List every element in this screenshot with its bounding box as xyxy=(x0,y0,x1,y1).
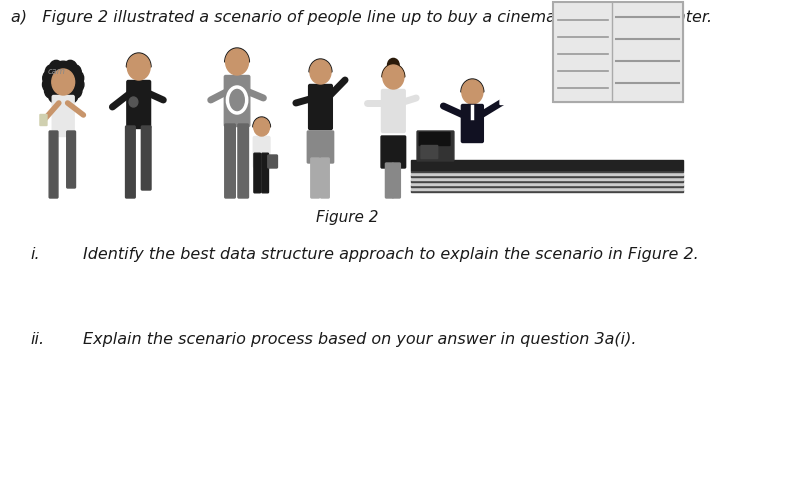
Circle shape xyxy=(129,97,138,107)
Circle shape xyxy=(54,90,67,105)
Circle shape xyxy=(43,77,56,92)
FancyBboxPatch shape xyxy=(253,136,270,167)
FancyBboxPatch shape xyxy=(52,95,74,136)
Wedge shape xyxy=(253,117,270,127)
Bar xyxy=(411,160,683,170)
Circle shape xyxy=(226,49,249,75)
Bar xyxy=(411,184,683,187)
FancyBboxPatch shape xyxy=(462,104,483,143)
Circle shape xyxy=(64,88,78,103)
Circle shape xyxy=(67,64,82,80)
FancyBboxPatch shape xyxy=(309,85,333,129)
FancyBboxPatch shape xyxy=(238,124,249,198)
FancyBboxPatch shape xyxy=(126,126,135,198)
Circle shape xyxy=(128,54,150,80)
Circle shape xyxy=(51,69,74,95)
FancyBboxPatch shape xyxy=(225,124,235,198)
FancyBboxPatch shape xyxy=(321,158,329,198)
Circle shape xyxy=(462,80,483,104)
FancyBboxPatch shape xyxy=(500,93,515,104)
Circle shape xyxy=(49,61,63,76)
Bar xyxy=(553,2,683,102)
Circle shape xyxy=(51,61,76,90)
FancyBboxPatch shape xyxy=(262,153,268,193)
FancyBboxPatch shape xyxy=(67,131,75,188)
FancyBboxPatch shape xyxy=(419,132,450,146)
Circle shape xyxy=(70,70,84,86)
Circle shape xyxy=(310,60,331,84)
Bar xyxy=(411,189,683,192)
FancyBboxPatch shape xyxy=(40,115,47,125)
FancyBboxPatch shape xyxy=(268,155,277,168)
FancyBboxPatch shape xyxy=(307,131,333,163)
Bar xyxy=(411,170,683,172)
Bar xyxy=(611,2,612,102)
Text: Figure 2: Figure 2 xyxy=(317,210,379,225)
Bar xyxy=(411,175,683,177)
Bar xyxy=(411,172,683,175)
Circle shape xyxy=(43,70,56,86)
Text: cam: cam xyxy=(48,67,65,76)
Circle shape xyxy=(253,118,269,136)
Wedge shape xyxy=(309,59,332,72)
Circle shape xyxy=(48,88,62,103)
Circle shape xyxy=(68,83,82,98)
FancyBboxPatch shape xyxy=(49,131,58,198)
Wedge shape xyxy=(225,48,249,62)
Wedge shape xyxy=(382,64,405,77)
Wedge shape xyxy=(127,53,151,67)
FancyBboxPatch shape xyxy=(417,131,454,161)
FancyBboxPatch shape xyxy=(254,153,261,193)
Bar xyxy=(411,187,683,189)
FancyBboxPatch shape xyxy=(421,146,438,158)
FancyBboxPatch shape xyxy=(386,163,394,198)
Text: i.: i. xyxy=(31,247,40,262)
Wedge shape xyxy=(461,79,484,92)
Bar xyxy=(411,182,683,184)
FancyBboxPatch shape xyxy=(224,75,249,126)
Text: Identify the best data structure approach to explain the scenario in Figure 2.: Identify the best data structure approac… xyxy=(83,247,699,262)
FancyBboxPatch shape xyxy=(141,126,151,190)
Bar xyxy=(411,180,683,182)
Text: Explain the scenario process based on your answer in question 3a(i).: Explain the scenario process based on yo… xyxy=(83,332,637,347)
Circle shape xyxy=(70,77,84,92)
FancyBboxPatch shape xyxy=(310,158,320,198)
Bar xyxy=(553,2,683,102)
FancyBboxPatch shape xyxy=(382,90,406,132)
Circle shape xyxy=(383,65,404,89)
FancyBboxPatch shape xyxy=(393,163,401,198)
FancyBboxPatch shape xyxy=(381,136,406,168)
Circle shape xyxy=(44,83,58,98)
Circle shape xyxy=(387,59,399,72)
Text: ii.: ii. xyxy=(31,332,45,347)
Bar xyxy=(411,177,683,180)
FancyBboxPatch shape xyxy=(127,81,150,128)
Text: a)   Figure 2 illustrated a scenario of people line up to buy a cinema ticket at: a) Figure 2 illustrated a scenario of pe… xyxy=(10,10,712,25)
Circle shape xyxy=(63,61,77,76)
Circle shape xyxy=(45,64,59,80)
Circle shape xyxy=(59,90,73,105)
